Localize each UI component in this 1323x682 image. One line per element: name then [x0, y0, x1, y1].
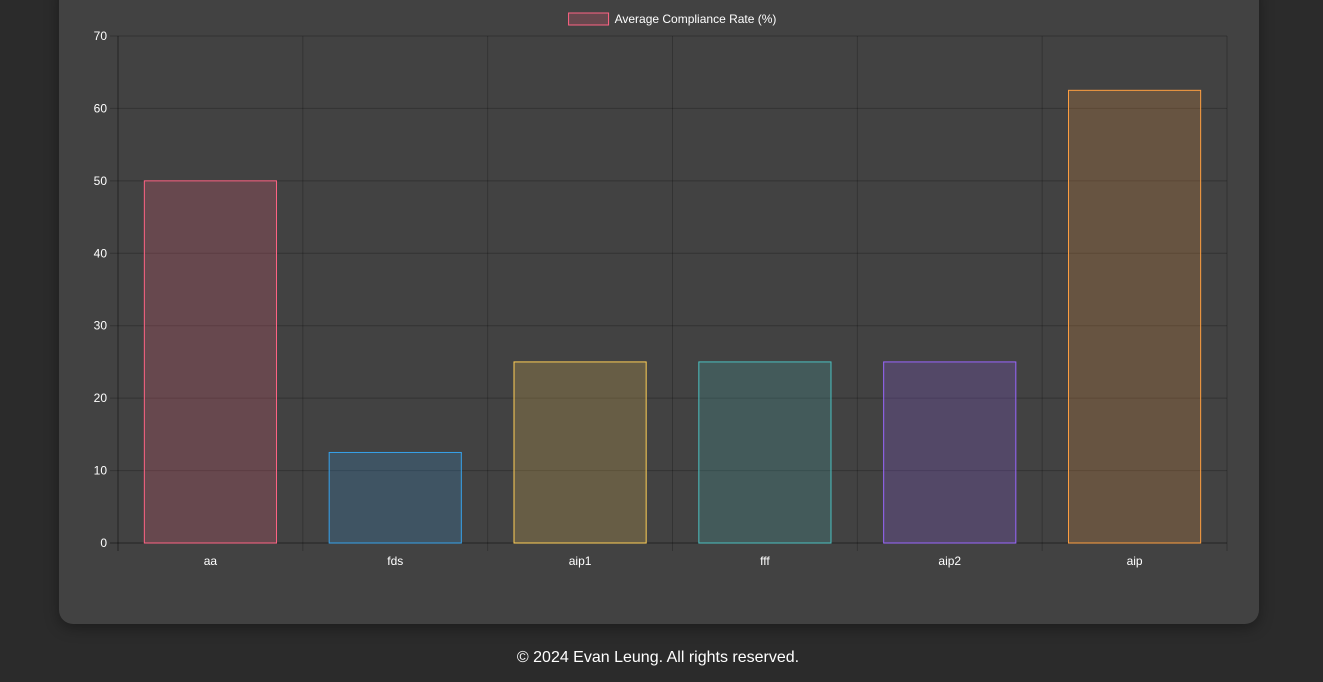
- x-tick-label: fds: [387, 554, 403, 568]
- x-tick-label: aip1: [569, 554, 592, 568]
- bar-aip2[interactable]: [883, 361, 1017, 544]
- bar-chart: 0 10 20 30 40 50 60 70 aa fds aip1 fff aip2 aip Aver…: [94, 12, 1228, 568]
- bar-aip1[interactable]: [513, 361, 647, 544]
- legend[interactable]: Average Compliance Rate (%): [568, 12, 777, 26]
- y-tick-label: 0: [100, 536, 107, 550]
- x-axis-ticks: aa fds aip1 fff aip2 aip: [204, 554, 1143, 568]
- grid-lines: [110, 35, 1228, 551]
- bar-fff[interactable]: [698, 361, 832, 544]
- bar-fds[interactable]: [328, 451, 462, 544]
- chart-card: 0 10 20 30 40 50 60 70 aa fds aip1 fff aip2 aip Aver…: [59, 0, 1259, 624]
- x-tick-label: aa: [204, 554, 218, 568]
- y-tick-label: 50: [94, 174, 108, 188]
- legend-swatch: [568, 12, 610, 26]
- y-tick-label: 20: [94, 391, 108, 405]
- y-tick-label: 40: [94, 246, 108, 260]
- y-tick-label: 30: [94, 319, 108, 333]
- y-tick-label: 10: [94, 464, 108, 478]
- x-tick-label: fff: [760, 554, 770, 568]
- y-tick-label: 70: [94, 29, 108, 43]
- bar-aa[interactable]: [143, 180, 277, 544]
- bars: [143, 89, 1202, 544]
- legend-label: Average Compliance Rate (%): [615, 12, 777, 26]
- footer-copyright: © 2024 Evan Leung. All rights reserved.: [516, 649, 800, 666]
- y-tick-label: 60: [94, 101, 108, 115]
- x-tick-label: aip2: [938, 554, 961, 568]
- y-axis-ticks: 0 10 20 30 40 50 60 70: [94, 29, 108, 550]
- x-tick-label: aip: [1127, 554, 1143, 568]
- bar-aip[interactable]: [1068, 89, 1202, 544]
